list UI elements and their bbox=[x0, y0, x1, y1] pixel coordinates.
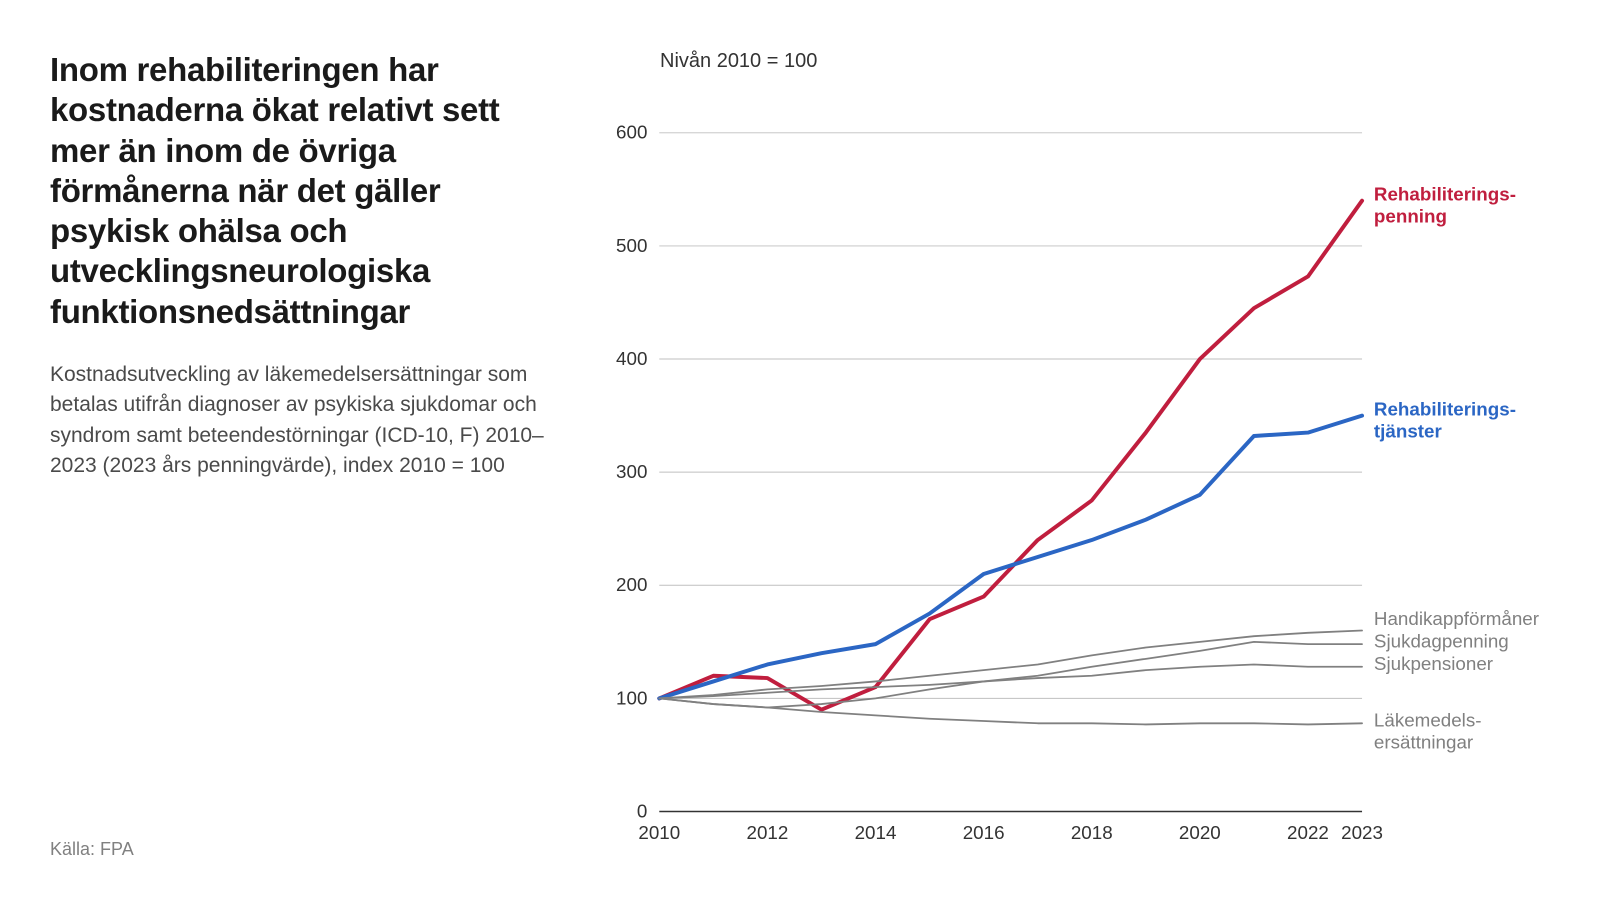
chart-panel: Nivån 2010 = 100 0 100 200 300 400 500 600 2010… bbox=[590, 50, 1560, 870]
series-end-label: Rehabiliterings-tjänster bbox=[1374, 399, 1516, 442]
y-tick-label: 600 bbox=[616, 122, 647, 143]
y-tick-label: 300 bbox=[616, 461, 647, 482]
series-end-label: Sjukdagpenning bbox=[1374, 631, 1509, 652]
y-tick-label: 400 bbox=[616, 348, 647, 369]
y-tick-label: 500 bbox=[616, 235, 647, 256]
series-end-label: Rehabiliterings-penning bbox=[1374, 184, 1516, 227]
chart-source: Källa: FPA bbox=[50, 839, 550, 870]
x-tick-label: 2023 bbox=[1341, 822, 1383, 843]
x-tick-label: 2016 bbox=[963, 822, 1005, 843]
line-chart-svg: 0 100 200 300 400 500 600 2010 2012 2014 2016 2018 2… bbox=[590, 85, 1560, 865]
y-tick-label: 200 bbox=[616, 574, 647, 595]
x-tick-label: 2020 bbox=[1179, 822, 1221, 843]
x-tick-label: 2014 bbox=[855, 822, 897, 843]
chart-container: Inom rehabiliteringen har kostnaderna ök… bbox=[0, 0, 1600, 900]
x-tick-label: 2010 bbox=[638, 822, 680, 843]
chart-title: Inom rehabiliteringen har kostnaderna ök… bbox=[50, 50, 550, 332]
x-tick-label: 2022 bbox=[1287, 822, 1329, 843]
chart-caption: Nivån 2010 = 100 bbox=[660, 50, 1560, 73]
x-tick-label: 2018 bbox=[1071, 822, 1113, 843]
series-end-label: Sjukpensioner bbox=[1374, 653, 1493, 674]
series-line bbox=[659, 698, 1362, 724]
series-end-label: Läkemedels-ersättningar bbox=[1374, 710, 1482, 753]
series-line bbox=[659, 642, 1362, 708]
series-end-label: Handikappförmåner bbox=[1374, 608, 1539, 629]
left-panel: Inom rehabiliteringen har kostnaderna ök… bbox=[50, 50, 590, 870]
x-tick-label: 2012 bbox=[746, 822, 788, 843]
y-tick-label: 100 bbox=[616, 687, 647, 708]
series-line bbox=[659, 664, 1362, 698]
series-line bbox=[659, 201, 1362, 710]
chart-subtitle: Kostnadsutveckling av läkemedelsersättni… bbox=[50, 360, 550, 482]
y-tick-label: 0 bbox=[637, 800, 647, 821]
series-line bbox=[659, 416, 1362, 699]
